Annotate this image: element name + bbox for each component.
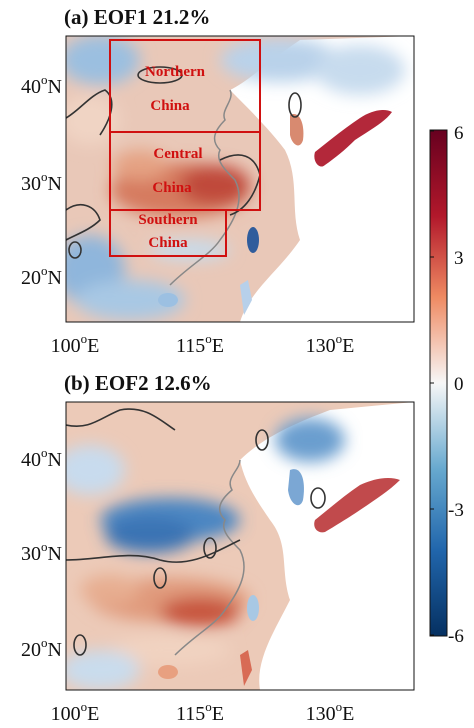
- lat-label-40n: 40oN: [21, 72, 62, 98]
- panel-b-taiwan: [247, 595, 259, 621]
- lon-label-115e: 115oE: [176, 699, 224, 725]
- panel-a-frame: [65, 35, 415, 323]
- panel-a-lon-labels: 100oE 115oE 130oE: [51, 331, 355, 357]
- colorbar-tick-0: 0: [454, 374, 464, 395]
- colorbar: 6 3 0 -3 -6: [429, 123, 464, 647]
- colorbar-tick-marks: [430, 130, 434, 636]
- region-northern-label: Northern China: [145, 64, 206, 114]
- panel-b-lon-labels: 100oE 115oE 130oE: [51, 699, 355, 725]
- lat-label-20n: 20oN: [21, 635, 62, 661]
- colorbar-tick-3: 3: [454, 248, 464, 269]
- panel-b-luzon: [240, 650, 252, 686]
- panel-a-coastline: [169, 89, 240, 286]
- panel-a: (a) EOF1 21.2%: [21, 5, 415, 357]
- panel-b-japan: [314, 477, 400, 533]
- panel-b-contours: [66, 408, 326, 656]
- lon-label-100e: 100oE: [51, 699, 100, 725]
- panel-a-luzon: [240, 280, 252, 315]
- panel-a-title: (a) EOF1 21.2%: [64, 5, 210, 29]
- panel-a-lat-labels: 40oN 30oN 20oN: [21, 72, 62, 289]
- svg-text:China: China: [152, 180, 192, 196]
- lat-label-30n: 30oN: [21, 169, 62, 195]
- lat-label-20n: 20oN: [21, 263, 62, 289]
- panel-b-hainan: [158, 665, 178, 679]
- lat-label-30n: 30oN: [21, 539, 62, 565]
- panel-a-region-boxes: [109, 39, 261, 257]
- panel-b-frame: [65, 401, 415, 691]
- panel-a-hainan: [158, 293, 178, 307]
- colorbar-tick-6: 6: [454, 123, 464, 144]
- svg-text:Southern: Southern: [138, 212, 198, 228]
- svg-text:China: China: [150, 98, 190, 114]
- panel-a-sea: [230, 36, 414, 322]
- panel-b-title: (b) EOF2 12.6%: [64, 371, 212, 395]
- svg-text:Central: Central: [153, 146, 202, 162]
- lon-label-130e: 130oE: [306, 699, 355, 725]
- lon-label-115e: 115oE: [176, 331, 224, 357]
- panel-a-taiwan: [247, 227, 259, 253]
- colorbar-tick-neg6: -6: [448, 626, 464, 647]
- svg-text:Northern: Northern: [145, 64, 206, 80]
- panel-b-map: [66, 402, 414, 690]
- region-central-label: Central China: [152, 146, 202, 196]
- panel-b-coastline: [174, 459, 245, 656]
- panel-b: (b) EOF2 12.6%: [21, 371, 415, 725]
- colorbar-tick-neg3: -3: [448, 500, 464, 521]
- lon-label-100e: 100oE: [51, 331, 100, 357]
- panel-b-sea: [240, 402, 414, 690]
- panel-a-map: Northern China Central China Southern Ch…: [66, 36, 414, 322]
- region-southern-label: Southern China: [138, 212, 198, 251]
- panel-b-anomaly-field: [66, 418, 345, 690]
- panel-a-japan: [314, 110, 392, 167]
- panel-b-lat-labels: 40oN 30oN 20oN: [21, 445, 62, 661]
- svg-text:China: China: [148, 235, 188, 251]
- lat-label-40n: 40oN: [21, 445, 62, 471]
- lon-label-130e: 130oE: [306, 331, 355, 357]
- panel-b-korea: [288, 469, 304, 506]
- panel-a-korea: [290, 114, 304, 146]
